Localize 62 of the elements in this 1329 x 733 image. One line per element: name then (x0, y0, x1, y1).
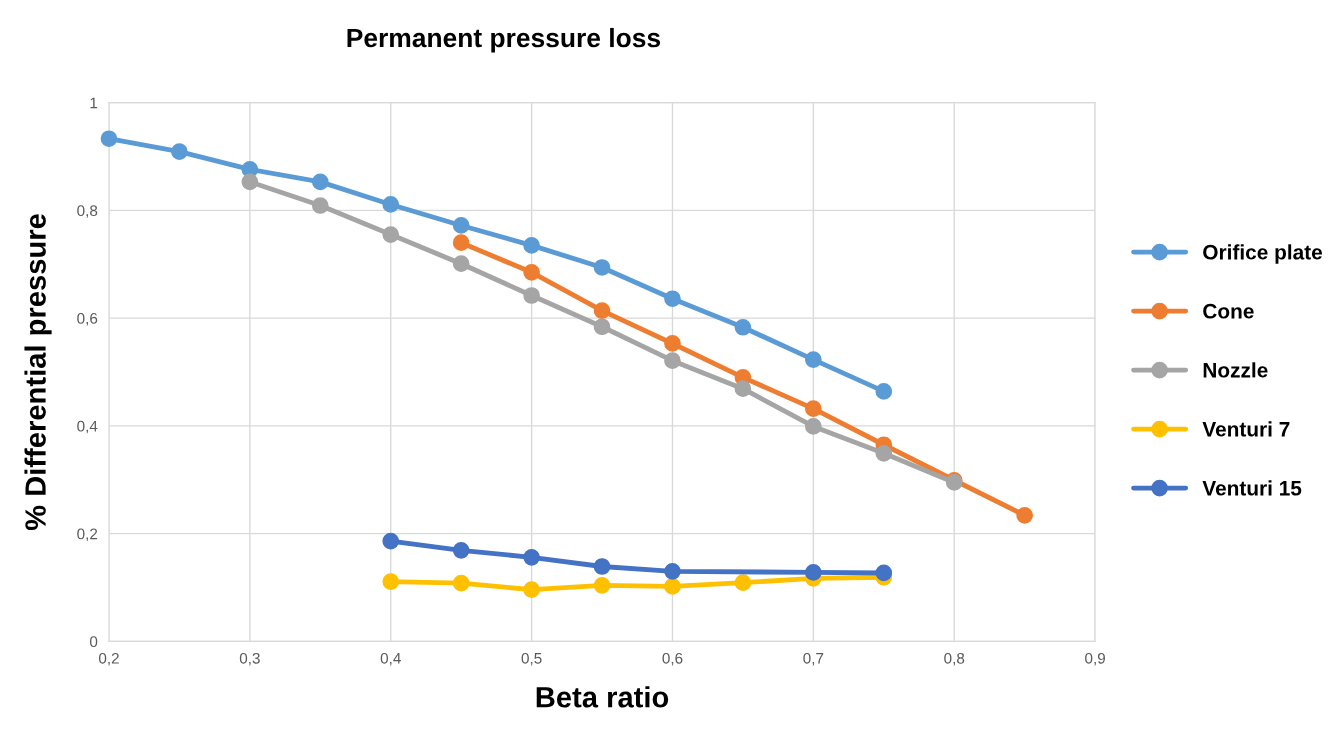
y-tick-label: 0 (89, 636, 98, 648)
point (805, 400, 822, 417)
point (875, 564, 893, 582)
point (664, 352, 681, 370)
point (382, 573, 400, 590)
point (523, 287, 540, 304)
point (664, 563, 681, 580)
x-axis-title: Beta ratio (536, 686, 669, 708)
point (664, 578, 681, 595)
legend-label: Venturi 15 (1202, 480, 1302, 496)
point (382, 196, 400, 213)
point (734, 318, 752, 336)
y-tick-label: 0,2 (77, 528, 98, 542)
x-tick-label: 0,4 (380, 652, 401, 666)
x-tick-label: 0,5 (521, 652, 542, 666)
point (523, 237, 540, 254)
legend-label: Venturi 7 (1202, 421, 1290, 437)
point (805, 351, 822, 368)
y-tick-label: 0,4 (77, 420, 98, 434)
point (523, 548, 540, 566)
point (805, 418, 822, 435)
y-tick-label: 0,6 (77, 312, 98, 326)
point (734, 574, 752, 591)
point (734, 380, 752, 398)
point (523, 581, 540, 598)
point (452, 234, 470, 252)
point (382, 226, 400, 243)
point (100, 130, 118, 148)
point (311, 197, 329, 214)
point (382, 532, 400, 550)
point (875, 445, 893, 462)
legend-label: Orifice plate (1203, 244, 1323, 264)
x-tick-label: 0,3 (239, 652, 260, 666)
legend-label: Nozzle (1203, 362, 1268, 378)
point (593, 577, 611, 594)
x-tick-label: 0,7 (803, 652, 824, 666)
y-axis-title: % Differential pressure (24, 214, 52, 531)
chart-title: Permanent pressure loss (347, 27, 661, 53)
point (311, 173, 329, 191)
point (452, 541, 470, 559)
point (805, 564, 822, 581)
point (664, 335, 681, 352)
point (875, 383, 893, 400)
point (593, 259, 611, 276)
point (1016, 506, 1033, 524)
point (452, 217, 470, 234)
y-tick-label: 0,8 (77, 205, 98, 218)
x-tick-label: 0,8 (944, 652, 965, 666)
point (664, 290, 681, 308)
point (593, 302, 611, 319)
point (452, 574, 470, 592)
point (452, 255, 470, 273)
y-tick-label: 1 (90, 97, 98, 109)
x-tick-label: 0,2 (98, 652, 119, 666)
legend-label: Cone (1203, 303, 1254, 319)
x-tick-label: 0,9 (1085, 652, 1105, 666)
point (241, 173, 259, 191)
x-tick-label: 0,6 (662, 652, 683, 666)
point (523, 263, 540, 281)
point (171, 143, 188, 160)
point (593, 558, 611, 575)
point (593, 318, 611, 336)
